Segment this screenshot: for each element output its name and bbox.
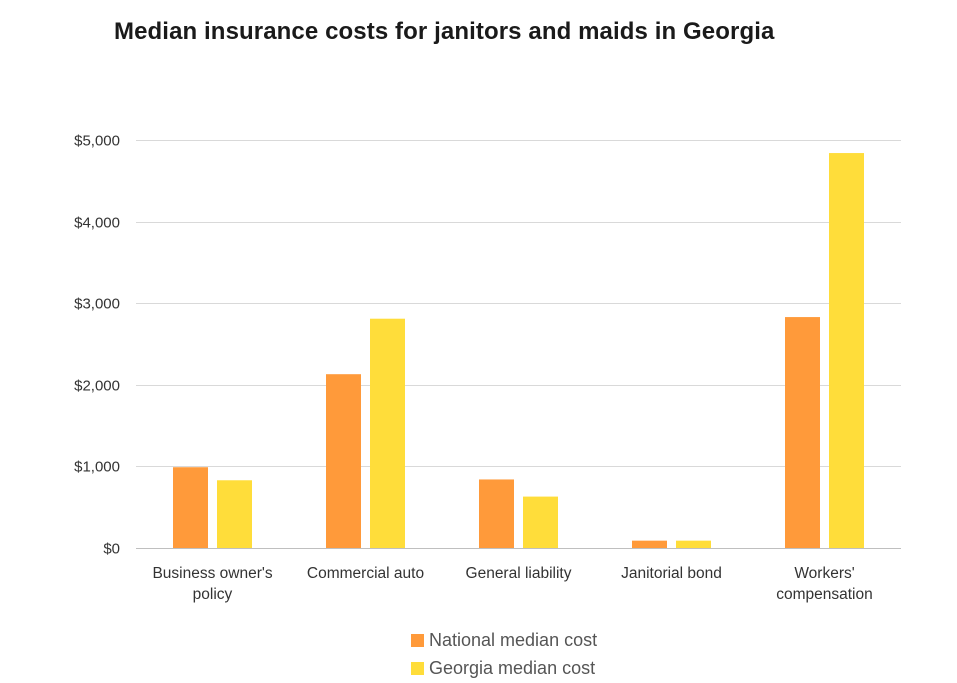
legend-item-georgia[interactable]: Georgia median cost [411,654,597,682]
gridlines [136,140,901,467]
bar-national [632,540,667,548]
y-tick-label: $1,000 [74,459,120,476]
bar-georgia [829,153,864,548]
x-tick-label: Commercial auto [307,565,424,582]
y-tick-label: $2,000 [74,378,120,395]
bars [173,153,864,548]
legend: National median cost Georgia median cost [411,626,597,682]
bar-georgia [676,540,711,548]
x-tick-label: Business owner's policy [152,565,272,603]
bar-national [326,374,361,548]
x-tick-label: Janitorial bond [621,565,722,582]
bar-national [479,479,514,548]
bar-national [173,467,208,548]
y-axis-tick-labels: $0 $1,000 $2,000 $3,000 $4,000 $5,000 [74,133,120,558]
x-axis-tick-labels: Business owner's policy Commercial auto Gen… [152,565,872,603]
x-tick-label: General liability [466,565,572,582]
bar-national [785,317,820,548]
legend-label-national: National median cost [429,629,598,650]
legend-swatch-georgia [411,661,424,675]
bar-georgia [217,480,252,548]
legend-item-national[interactable]: National median cost [411,626,597,654]
chart-title: Median insurance costs for janitors and … [114,18,775,45]
x-tick-label: Workers' compensation [776,565,873,603]
y-tick-label: $0 [103,541,120,558]
bar-georgia [523,496,558,548]
bar-georgia [370,318,405,548]
legend-label-georgia: Georgia median cost [429,657,596,678]
legend-swatch-national [411,633,424,647]
y-tick-label: $3,000 [74,296,120,313]
y-tick-label: $4,000 [74,215,120,232]
y-tick-label: $5,000 [74,133,120,150]
